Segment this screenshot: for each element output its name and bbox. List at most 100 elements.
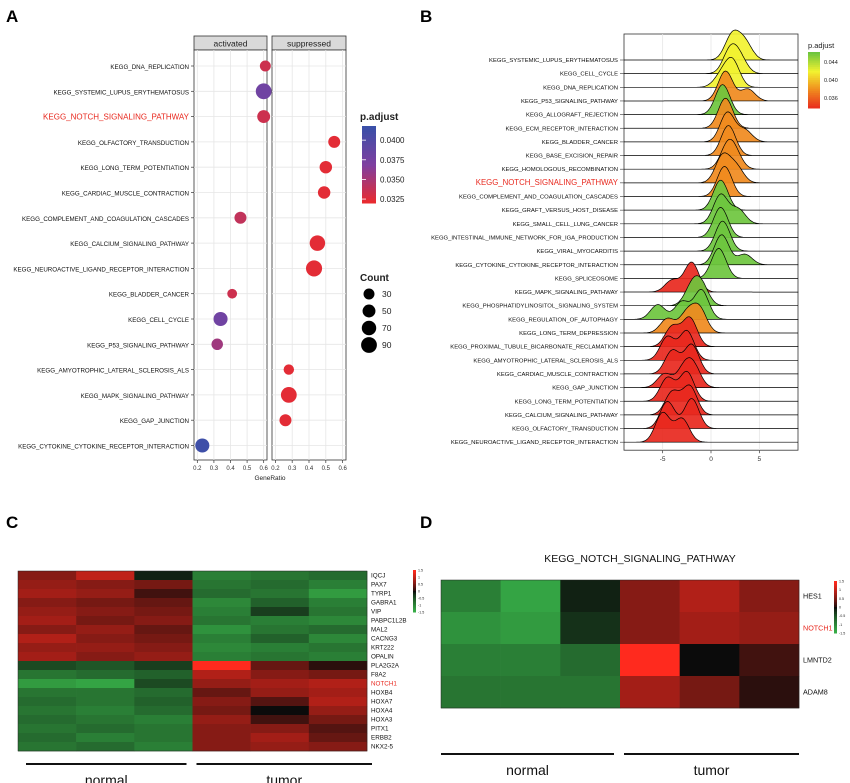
y-label-kegg-cytokine-cytokine-receptor-interaction: KEGG_CYTOKINE_CYTOKINE_RECEPTOR_INTERACT…: [18, 444, 189, 451]
legend-gradient-step: [834, 586, 837, 589]
panel-b-ridgeplot: -5 0 5 KEGG_SYSTEMIC_LUPUS_ERYTHEMATOSUS KEG…: [431, 29, 838, 463]
heat-cell: [76, 715, 135, 725]
legend-gradient-step: [362, 164, 376, 167]
legend-gradient-step: [362, 199, 376, 202]
heat-cell: [560, 612, 621, 645]
row-label-f8a2: F8A2: [371, 672, 387, 679]
heat-cell: [250, 571, 310, 581]
ridge-kegg-small-cell-lung-cancer: [624, 193, 798, 225]
ridge-kegg-mapk-signaling-pathway: [623, 261, 799, 293]
heat-cell: [308, 706, 368, 716]
legend-gradient-step: [362, 154, 376, 158]
heat-cell: [76, 661, 135, 671]
x-tick-label: 0.6: [260, 466, 269, 472]
legend-tick-label: 1.5: [418, 569, 423, 573]
ridge-label-kegg-allograft-rejection: KEGG_ALLOGRAFT_REJECTION: [526, 113, 618, 119]
heat-cell: [18, 616, 77, 626]
legend-gradient-step: [808, 61, 820, 64]
legend-gradient-step: [808, 98, 820, 102]
legend-gradient-step: [362, 158, 376, 162]
legend-gradient-step: [413, 572, 416, 575]
group-label-normal: normal: [85, 772, 128, 783]
heat-cell: [250, 733, 310, 743]
legend-gradient-step: [362, 152, 376, 156]
ridge-label-kegg-proximal-tubule-bicarbonate-reclamation: KEGG_PROXIMAL_TUBULE_BICARBONATE_RECLAMA…: [450, 345, 618, 351]
legend-tick-label: -1.5: [839, 632, 845, 636]
legend-gradient-step: [834, 620, 837, 624]
legend-gradient-step: [413, 582, 416, 585]
legend-tick-label: -1: [418, 604, 421, 608]
legend-gradient-step: [362, 179, 376, 183]
legend-size-label: 90: [382, 340, 392, 350]
legend-gradient-step: [808, 93, 820, 96]
legend-gradient-step: [834, 596, 837, 599]
legend-size-dot: [361, 320, 377, 336]
legend-gradient-step: [362, 177, 376, 181]
legend-gradient-step: [362, 162, 376, 165]
legend-gradient-step: [413, 595, 416, 598]
heat-cell: [76, 670, 135, 680]
heat-cell: [192, 634, 251, 644]
group-label-normal: normal: [506, 762, 549, 778]
heat-cell: [134, 616, 193, 626]
legend-gradient-step: [834, 593, 837, 596]
legend-gradient-step: [362, 145, 376, 148]
legend-gradient-step: [413, 585, 416, 588]
row-label-erbb2: ERBB2: [371, 735, 392, 742]
dot-kegg-calcium-signaling-pathway: [309, 235, 326, 251]
heat-cell: [250, 697, 310, 707]
heat-cell: [560, 676, 621, 709]
heat-cell: [308, 598, 368, 608]
heat-cell: [308, 670, 368, 680]
ridge-kegg-dna-replication: [624, 56, 798, 88]
dot-kegg-cell-cycle: [213, 311, 228, 327]
ridge-kegg-viral-myocarditis: [624, 220, 798, 252]
heat-cell: [134, 706, 193, 716]
heat-cell: [76, 625, 135, 635]
legend-gradient-step: [362, 156, 376, 160]
heat-cell: [192, 661, 251, 671]
legend-gradient-step: [362, 170, 376, 173]
heat-cell: [250, 589, 310, 599]
ridge-label-kegg-spliceosome: KEGG_SPLICEOSOME: [555, 276, 618, 282]
x-tick-label: 0.4: [226, 466, 235, 472]
dot-kegg-gap-junction: [279, 414, 292, 427]
row-label-hoxa3: HOXA3: [371, 717, 393, 724]
legend-gradient-step: [834, 598, 837, 601]
heat-cell: [134, 688, 193, 698]
panel-label-d: D: [420, 513, 432, 532]
legend-gradient-step: [413, 603, 416, 606]
dot-kegg-long-term-potentiation: [319, 160, 333, 174]
heat-cell: [739, 644, 800, 677]
row-label-nkx2-5: NKX2-5: [371, 744, 394, 751]
panel-label-a: A: [6, 7, 18, 26]
ridge-label-kegg-dna-replication: KEGG_DNA_REPLICATION: [543, 85, 618, 91]
ridge-label-kegg-phosphatidylinositol-signaling-system: KEGG_PHOSPHATIDYLINOSITOL_SIGNALING_SYST…: [462, 304, 618, 310]
ridge-kegg-notch-signaling-pathway: [623, 152, 799, 184]
heat-cell: [76, 742, 135, 752]
ridge-kegg-allograft-rejection: [624, 84, 798, 115]
legend-gradient-step: [362, 160, 376, 164]
ridge-label-kegg-long-term-potentiation: KEGG_LONG_TERM_POTENTIATION: [515, 399, 618, 405]
legend-gradient-step: [834, 622, 837, 625]
legend-gradient-step: [413, 598, 416, 600]
ridge-label-kegg-cardiac-muscle-contraction: KEGG_CARDIAC_MUSCLE_CONTRACTION: [497, 372, 618, 378]
ridge-label-kegg-ecm-receptor-interaction: KEGG_ECM_RECEPTOR_INTERACTION: [506, 126, 619, 132]
legend-size-dot: [363, 288, 375, 300]
ridge-kegg-base-excision-repair: [623, 125, 799, 156]
legend-gradient-step: [413, 610, 416, 613]
heat-cell: [192, 733, 251, 743]
heat-cell: [308, 697, 368, 707]
heat-cell: [500, 676, 561, 709]
heat-cell: [250, 661, 310, 671]
heat-cell: [76, 607, 135, 617]
legend-tick-label: 1.5: [839, 580, 844, 584]
x-tick-label: 0.6: [338, 466, 347, 472]
heat-cell: [134, 607, 193, 617]
dot-kegg-olfactory-transduction: [328, 135, 341, 148]
ridge-label-kegg-amyotrophic-lateral-sclerosis-als: KEGG_AMYOTROPHIC_LATERAL_SCLEROSIS_ALS: [473, 358, 618, 364]
panel-d-title: KEGG_NOTCH_SIGNALING_PATHWAY: [544, 553, 736, 565]
legend-gradient-step: [808, 74, 820, 77]
ridge-label-kegg-graft-versus-host-disease: KEGG_GRAFT_VERSUS_HOST_DISEASE: [502, 208, 618, 214]
dot-kegg-cytokine-cytokine-receptor-interaction: [195, 438, 210, 453]
